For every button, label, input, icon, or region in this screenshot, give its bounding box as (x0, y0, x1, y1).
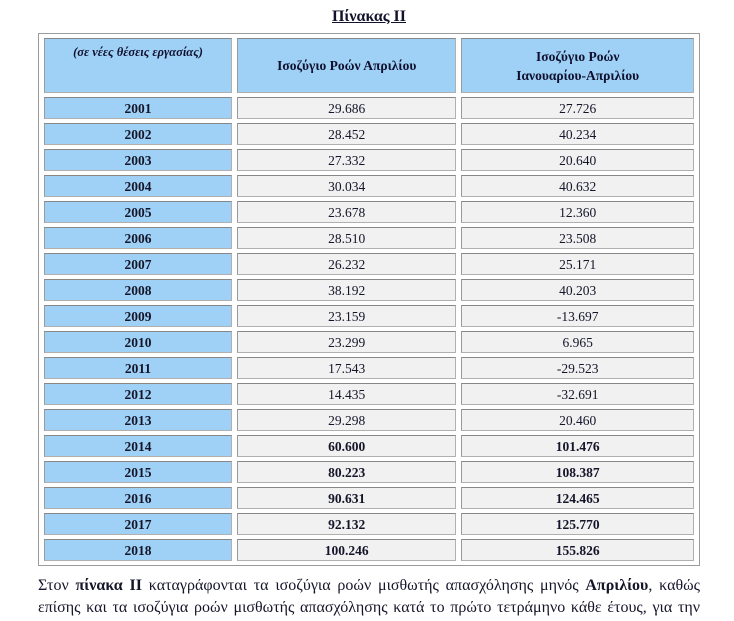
jan-april-value-cell: 6.965 (461, 331, 694, 353)
april-value-cell: 23.299 (237, 331, 457, 353)
april-value-cell: 17.543 (237, 357, 457, 379)
table-row: 2015 80.223 108.387 (44, 461, 694, 483)
jan-april-value-cell: 125.770 (461, 513, 694, 535)
jan-april-value-cell: 101.476 (461, 435, 694, 457)
april-value-cell: 28.510 (237, 227, 457, 249)
april-value-cell: 27.332 (237, 149, 457, 171)
jan-april-value-cell: -13.697 (461, 305, 694, 327)
year-cell: 2007 (44, 253, 233, 275)
april-value-cell: 23.678 (237, 201, 457, 223)
table-row: 2008 38.192 40.203 (44, 279, 694, 301)
year-cell: 2009 (44, 305, 233, 327)
jan-april-value-cell: 23.508 (461, 227, 694, 249)
jan-april-value-cell: 155.826 (461, 539, 694, 561)
header-jan-april-line2: Ιανουαρίου-Απριλίου (516, 67, 640, 83)
caption-paragraph: Στον πίνακα II καταγράφονται τα ισοζύγια… (38, 575, 700, 621)
april-value-cell: 28.452 (237, 123, 457, 145)
header-cell-april: Ισοζύγιο Ροών Απριλίου (237, 38, 457, 93)
paragraph-text: Στον (38, 577, 76, 594)
april-value-cell: 23.159 (237, 305, 457, 327)
year-cell: 2006 (44, 227, 233, 249)
year-cell: 2011 (44, 357, 233, 379)
paragraph-bold-month: Απριλίου (585, 577, 649, 594)
year-cell: 2004 (44, 175, 233, 197)
jan-april-value-cell: 20.460 (461, 409, 694, 431)
table-row: 2007 26.232 25.171 (44, 253, 694, 275)
jan-april-value-cell: 108.387 (461, 461, 694, 483)
table-row: 2010 23.299 6.965 (44, 331, 694, 353)
april-value-cell: 80.223 (237, 461, 457, 483)
paragraph-text: καταγράφονται τα ισοζύγια ροών μισθωτής … (141, 577, 586, 594)
april-value-cell: 29.298 (237, 409, 457, 431)
table-row: 2018 100.246 155.826 (44, 539, 694, 561)
year-cell: 2002 (44, 123, 233, 145)
jan-april-value-cell: 12.360 (461, 201, 694, 223)
year-cell: 2008 (44, 279, 233, 301)
jan-april-value-cell: -32.691 (461, 383, 694, 405)
table-row: 2001 29.686 27.726 (44, 97, 694, 119)
jan-april-value-cell: 124.465 (461, 487, 694, 509)
jan-april-value-cell: 40.203 (461, 279, 694, 301)
jan-april-value-cell: 20.640 (461, 149, 694, 171)
jan-april-value-cell: 40.234 (461, 123, 694, 145)
paragraph-bold-table-ref: πίνακα II (75, 577, 142, 594)
year-cell: 2012 (44, 383, 233, 405)
april-value-cell: 30.034 (237, 175, 457, 197)
table-header-row: (σε νέες θέσεις εργασίας) Ισοζύγιο Ροών … (44, 38, 694, 93)
header-cell-units: (σε νέες θέσεις εργασίας) (44, 38, 233, 93)
table-row: 2017 92.132 125.770 (44, 513, 694, 535)
year-cell: 2013 (44, 409, 233, 431)
header-jan-april-line1: Ισοζύγιο Ροών (535, 48, 620, 64)
april-value-cell: 92.132 (237, 513, 457, 535)
april-value-cell: 60.600 (237, 435, 457, 457)
april-value-cell: 38.192 (237, 279, 457, 301)
table-row: 2009 23.159 -13.697 (44, 305, 694, 327)
year-cell: 2001 (44, 97, 233, 119)
year-cell: 2005 (44, 201, 233, 223)
table-row: 2006 28.510 23.508 (44, 227, 694, 249)
header-cell-jan-april: Ισοζύγιο Ροών Ιανουαρίου-Απριλίου (461, 38, 694, 93)
april-value-cell: 29.686 (237, 97, 457, 119)
year-cell: 2010 (44, 331, 233, 353)
table-row: 2003 27.332 20.640 (44, 149, 694, 171)
april-value-cell: 14.435 (237, 383, 457, 405)
jan-april-value-cell: 40.632 (461, 175, 694, 197)
april-value-cell: 100.246 (237, 539, 457, 561)
jan-april-value-cell: 25.171 (461, 253, 694, 275)
table-row: 2004 30.034 40.632 (44, 175, 694, 197)
year-cell: 2018 (44, 539, 233, 561)
table-row: 2011 17.543 -29.523 (44, 357, 694, 379)
year-cell: 2003 (44, 149, 233, 171)
table-row: 2014 60.600 101.476 (44, 435, 694, 457)
table-row: 2012 14.435 -32.691 (44, 383, 694, 405)
year-cell: 2016 (44, 487, 233, 509)
year-cell: 2014 (44, 435, 233, 457)
document-content: Πίνακας II (σε νέες θέσεις εργασίας) Ισο… (38, 8, 700, 621)
jan-april-value-cell: -29.523 (461, 357, 694, 379)
table-row: 2016 90.631 124.465 (44, 487, 694, 509)
jan-april-value-cell: 27.726 (461, 97, 694, 119)
april-value-cell: 90.631 (237, 487, 457, 509)
page-title: Πίνακας II (331, 8, 407, 25)
table-row: 2013 29.298 20.460 (44, 409, 694, 431)
table-row: 2002 28.452 40.234 (44, 123, 694, 145)
table-row: 2005 23.678 12.360 (44, 201, 694, 223)
year-cell: 2017 (44, 513, 233, 535)
flows-balance-table: (σε νέες θέσεις εργασίας) Ισοζύγιο Ροών … (38, 33, 700, 566)
april-value-cell: 26.232 (237, 253, 457, 275)
year-cell: 2015 (44, 461, 233, 483)
